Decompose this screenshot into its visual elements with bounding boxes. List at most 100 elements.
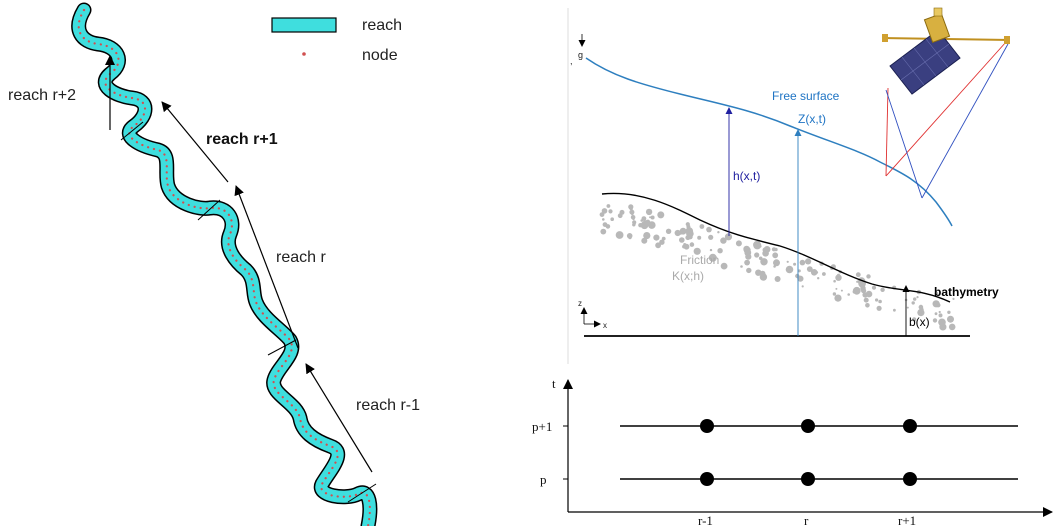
friction-particle [746, 267, 752, 274]
reach-r-plus-2-label: reach r+2 [8, 87, 76, 104]
friction-particle [759, 273, 768, 281]
space-tick-label: r [804, 513, 809, 526]
reach-r-plus-1-arrow [161, 101, 229, 183]
friction-particle [679, 232, 682, 235]
friction-particle [632, 217, 635, 221]
friction-particle [878, 299, 882, 304]
friction-particle [938, 313, 943, 318]
friction-particle [855, 272, 861, 278]
friction-particle [693, 247, 701, 255]
friction-particle [615, 231, 624, 239]
friction-particle [774, 260, 780, 266]
friction-particle [786, 260, 789, 263]
space-tick-label: r-1 [698, 513, 713, 526]
friction-particle [917, 309, 925, 317]
friction-particle [709, 248, 713, 252]
friction-particle [697, 235, 702, 240]
reach-r-minus-1-arrow [305, 363, 373, 473]
friction-particle [653, 234, 660, 241]
grid-node [700, 472, 714, 486]
friction-particle [720, 262, 728, 270]
friction-particle [852, 286, 861, 295]
satellite-beam [885, 89, 923, 199]
friction-particle [753, 240, 761, 249]
friction-particle [655, 242, 661, 249]
friction-particle [932, 300, 940, 308]
friction-particle [645, 208, 653, 216]
friction-particle [949, 318, 953, 322]
friction-particle [754, 252, 760, 258]
satellite-boom [883, 37, 1011, 41]
friction-particle [913, 297, 917, 301]
friction-particle [619, 209, 625, 215]
reach-r-label: reach r [276, 249, 326, 266]
friction-particle [952, 297, 955, 300]
friction-particle [815, 271, 819, 274]
free-surface-line [585, 57, 953, 227]
b-label: b(x) [909, 315, 930, 329]
friction-particle [608, 209, 613, 214]
friction-particle [708, 253, 717, 262]
satellite-icon [882, 7, 1011, 199]
friction-particle [822, 272, 826, 276]
friction-particle [762, 250, 769, 257]
friction-particle [876, 305, 882, 311]
friction-particle [661, 236, 666, 241]
friction-particle [674, 229, 681, 237]
legend: reach node [271, 17, 402, 64]
friction-particle [861, 288, 867, 294]
friction-particle [866, 274, 871, 279]
friction-particle [916, 296, 919, 299]
friction-particle [599, 212, 605, 218]
satellite-beam [885, 41, 1007, 177]
friction-particle [744, 259, 750, 266]
satellite-body [923, 13, 951, 43]
friction-particle [938, 310, 941, 314]
tick-mark: , [570, 56, 573, 66]
friction-particle [871, 285, 877, 290]
free-surface-label: Free surface [772, 89, 840, 103]
reach-boundary [120, 121, 144, 141]
friction-particle [641, 237, 648, 244]
friction-particle [601, 208, 608, 214]
friction-particle [774, 276, 781, 282]
friction-particle [934, 312, 938, 316]
friction-particle [649, 216, 652, 219]
friction-particle [630, 212, 634, 216]
friction-particle [805, 258, 812, 265]
bathymetry-label: bathymetry [934, 285, 999, 299]
legend-node-label: node [362, 47, 398, 64]
friction-particle [629, 207, 633, 211]
friction-particle [911, 301, 915, 305]
river-channel [71, 2, 378, 526]
river-fill [72, 4, 376, 526]
friction-particle [847, 293, 850, 296]
friction-particle [689, 242, 695, 247]
reach-r-plus-1-label: reach r+1 [206, 131, 278, 148]
time-grid-panel: t p+1 p r-1 r r+1 [532, 376, 1053, 526]
reach-boundaries [120, 121, 377, 503]
friction-particle [699, 224, 705, 229]
friction-particle [659, 239, 665, 245]
friction-particle [797, 275, 804, 282]
river-nodes [77, 8, 371, 526]
time-tick-label: p+1 [532, 419, 552, 434]
z-label: Z(x,t) [798, 112, 826, 126]
friction-particle [628, 235, 632, 240]
friction-particle [865, 290, 873, 298]
h-label: h(x,t) [733, 169, 760, 183]
friction-particle [941, 324, 945, 328]
friction-particle [633, 223, 636, 226]
satellite-boom-end [882, 34, 888, 42]
reach-r-arrow [234, 185, 299, 349]
friction-param-label: K(x;h) [672, 269, 704, 283]
friction-particle [771, 247, 777, 252]
friction-particle [680, 229, 685, 234]
profile-panel: g , z x h(x,t) Z(x,t) b(x) Free surface … [567, 7, 1011, 364]
time-tick-label: p [540, 472, 547, 487]
friction-particle [708, 234, 714, 240]
friction-particle [835, 274, 842, 281]
friction-particle [797, 269, 801, 273]
river-panel: reach r+2 reach r+1 reach r reach r-1 re… [8, 2, 420, 526]
friction-particle [934, 291, 939, 296]
